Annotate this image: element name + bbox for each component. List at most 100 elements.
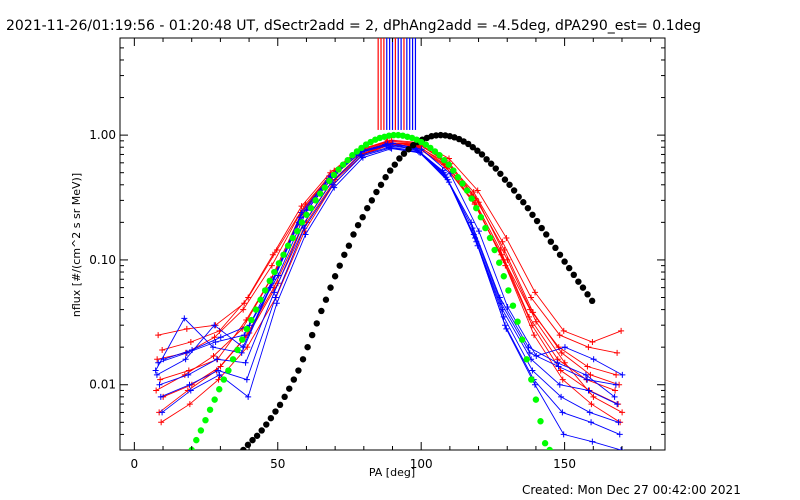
red-series-point xyxy=(558,349,565,356)
black-model-point xyxy=(286,385,293,392)
red-series-point xyxy=(388,137,395,144)
red-series-point xyxy=(504,256,511,263)
black-model-point xyxy=(318,307,325,315)
red-series-point xyxy=(159,346,166,353)
red-series-point xyxy=(211,334,218,341)
blue-series-point xyxy=(181,315,188,322)
red-series-point xyxy=(186,401,193,408)
red-series-point xyxy=(302,201,309,208)
blue-series-point xyxy=(242,359,249,366)
black-model-point xyxy=(308,331,316,339)
blue-series-point xyxy=(271,289,278,296)
green-model-point xyxy=(514,318,521,325)
black-model-point xyxy=(506,181,513,188)
black-model-point xyxy=(341,251,348,258)
red-series-point xyxy=(185,367,192,374)
blue-series-point xyxy=(499,306,506,313)
black-model-point xyxy=(492,165,499,172)
green-model-point xyxy=(234,346,241,354)
black-model-point xyxy=(387,167,394,174)
green-model-point xyxy=(440,156,448,164)
green-model-point xyxy=(546,446,553,450)
green-model-point xyxy=(445,161,452,168)
black-model-point xyxy=(368,197,376,204)
black-model-point xyxy=(350,231,357,238)
green-model-point xyxy=(220,376,228,383)
green-model-point xyxy=(541,440,549,447)
black-model-point xyxy=(524,204,532,212)
black-model-point xyxy=(267,414,275,422)
black-model-point xyxy=(354,221,362,229)
blue-series-point xyxy=(183,349,190,356)
green-model-point xyxy=(468,195,475,202)
blue-series-line xyxy=(160,147,620,435)
blue-series-point xyxy=(387,144,394,151)
green-model-point xyxy=(211,396,218,403)
black-model-point xyxy=(478,151,486,158)
green-model-point xyxy=(496,259,503,266)
black-model-point xyxy=(258,427,265,434)
green-model-point xyxy=(193,436,200,444)
blue-series-point xyxy=(215,367,222,374)
red-series-point xyxy=(528,294,535,301)
green-model-point xyxy=(532,396,540,403)
red-series-line xyxy=(158,140,618,354)
blue-series-point xyxy=(159,409,166,416)
black-model-point xyxy=(400,150,408,157)
black-model-point xyxy=(405,146,412,153)
black-model-point xyxy=(432,132,440,139)
red-series-point xyxy=(532,289,539,296)
green-model-point xyxy=(252,306,260,313)
blue-series-point xyxy=(185,371,192,378)
y-axis-label: nflux [#/(cm^2 s sr MeV)] xyxy=(70,173,83,317)
green-model-point xyxy=(436,152,443,159)
red-series-point xyxy=(187,339,194,346)
blue-series-point xyxy=(273,300,280,307)
blue-series-point xyxy=(561,344,568,351)
red-series-point xyxy=(446,155,453,162)
green-model-point xyxy=(353,148,361,155)
black-model-point xyxy=(263,421,270,428)
blue-series-point xyxy=(243,376,250,383)
red-series-point xyxy=(613,371,620,378)
x-tick-label: 100 xyxy=(410,457,433,471)
green-model-point xyxy=(289,234,296,242)
black-model-point xyxy=(483,156,490,163)
black-model-point xyxy=(497,170,504,177)
green-model-point xyxy=(477,213,485,221)
blue-series-point xyxy=(217,334,224,341)
red-series-line xyxy=(160,144,621,423)
blue-series-point xyxy=(504,303,511,310)
black-model-point xyxy=(249,436,256,444)
red-series-point xyxy=(533,318,540,325)
blue-series-point xyxy=(211,322,218,329)
blue-series-line xyxy=(159,146,619,423)
green-model-point xyxy=(321,184,329,191)
green-model-point xyxy=(528,376,535,383)
blue-series-point xyxy=(157,393,164,400)
black-model-point xyxy=(359,213,366,221)
black-model-point xyxy=(396,155,403,162)
blue-series-point xyxy=(533,352,540,359)
green-model-point xyxy=(450,167,457,174)
black-model-point xyxy=(331,273,339,280)
blue-series-point xyxy=(584,376,591,383)
red-series-point xyxy=(217,363,224,370)
blue-series-point xyxy=(447,170,454,177)
blue-series-point xyxy=(156,381,163,388)
green-model-point xyxy=(280,251,287,258)
x-axis-label: PA [deg] xyxy=(369,466,415,479)
black-model-point xyxy=(295,367,302,374)
blue-series-point xyxy=(213,356,220,363)
red-series-point xyxy=(531,332,538,339)
black-model-point xyxy=(474,147,481,154)
green-model-point xyxy=(454,174,462,181)
black-model-point xyxy=(547,238,555,245)
red-series-point xyxy=(503,234,510,241)
red-series-point xyxy=(619,409,626,416)
blue-series-point xyxy=(582,371,589,378)
blue-series-line xyxy=(158,143,618,405)
red-series-point xyxy=(588,401,595,408)
green-model-point xyxy=(335,166,342,173)
